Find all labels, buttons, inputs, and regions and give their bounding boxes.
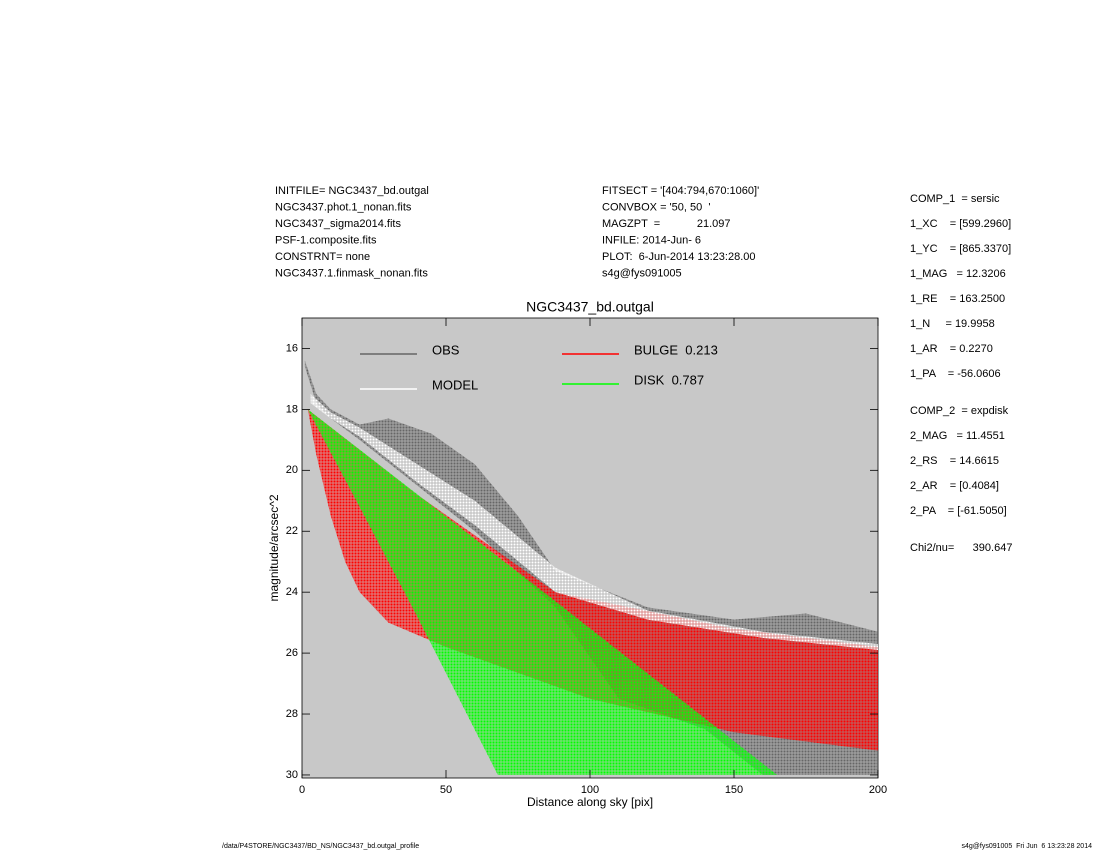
- data-layer: [304, 360, 878, 775]
- param-line: COMP_2 = expdisk: [910, 405, 1009, 417]
- y-tick-label: 30: [286, 769, 298, 781]
- header-line: INITFILE= NGC3437_bd.outgal: [275, 185, 429, 197]
- x-tick-label: 0: [299, 784, 305, 796]
- header-line: NGC3437.phot.1_nonan.fits: [275, 201, 412, 213]
- param-line: 2_PA = [-61.5050]: [910, 505, 1007, 517]
- param-line: 1_AR = 0.2270: [910, 343, 993, 355]
- header-line: MAGZPT = 21.097: [602, 218, 731, 230]
- y-tick-label: 26: [286, 647, 298, 659]
- param-line: 2_AR = [0.4084]: [910, 480, 999, 492]
- header-line: CONSTRNT= none: [275, 251, 370, 263]
- param-line: 1_YC = [865.3370]: [910, 243, 1011, 255]
- chart-title: NGC3437_bd.outgal: [526, 299, 654, 315]
- param-line: 2_MAG = 11.4551: [910, 430, 1005, 442]
- y-tick-label: 18: [286, 403, 298, 415]
- legend-label: OBS: [432, 342, 460, 357]
- header-line: FITSECT = '[404:794,670:1060]': [602, 185, 759, 197]
- x-tick-label: 150: [725, 784, 743, 796]
- legend-label: BULGE 0.213: [634, 342, 718, 357]
- param-line: 1_N = 19.9958: [910, 318, 995, 330]
- y-tick-label: 20: [286, 464, 298, 476]
- header-line: NGC3437_sigma2014.fits: [275, 218, 401, 230]
- header-line: PSF-1.composite.fits: [275, 234, 377, 246]
- y-tick-label: 28: [286, 708, 298, 720]
- header-line: PLOT: 6-Jun-2014 13:23:28.00: [602, 251, 756, 263]
- param-line: 2_RS = 14.6615: [910, 455, 999, 467]
- param-line: 1_PA = -56.0606: [910, 368, 1001, 380]
- x-tick-label: 100: [581, 784, 599, 796]
- point-cloud: [307, 409, 878, 751]
- header-line: s4g@fys091005: [602, 267, 682, 279]
- param-line: 1_XC = [599.2960]: [910, 218, 1011, 230]
- footer-right: s4g@fys091005 Fri Jun 6 13:23:28 2014: [962, 843, 1093, 850]
- x-tick-label: 200: [869, 784, 887, 796]
- y-tick-label: 24: [286, 586, 298, 598]
- param-line: Chi2/nu= 390.647: [910, 542, 1012, 554]
- legend-label: MODEL: [432, 377, 478, 392]
- legend-label: DISK 0.787: [634, 372, 704, 387]
- y-tick-label: 22: [286, 525, 298, 537]
- y-axis-label: magnitude/arcsec^2: [267, 494, 281, 601]
- header-line: CONVBOX = '50, 50 ': [602, 201, 710, 213]
- x-axis-label: Distance along sky [pix]: [527, 795, 653, 809]
- footer-left: /data/P4STORE/NGC3437/BD_NS/NGC3437_bd.o…: [222, 843, 419, 850]
- point-cloud: [307, 409, 778, 775]
- x-tick-label: 50: [440, 784, 452, 796]
- y-tick-label: 16: [286, 342, 298, 354]
- param-line: COMP_1 = sersic: [910, 193, 1000, 205]
- point-cloud: [310, 394, 878, 651]
- param-line: 1_RE = 163.2500: [910, 293, 1005, 305]
- header-line: INFILE: 2014-Jun- 6: [602, 234, 701, 246]
- header-line: NGC3437.1.finmask_nonan.fits: [275, 267, 428, 279]
- param-line: 1_MAG = 12.3206: [910, 268, 1006, 280]
